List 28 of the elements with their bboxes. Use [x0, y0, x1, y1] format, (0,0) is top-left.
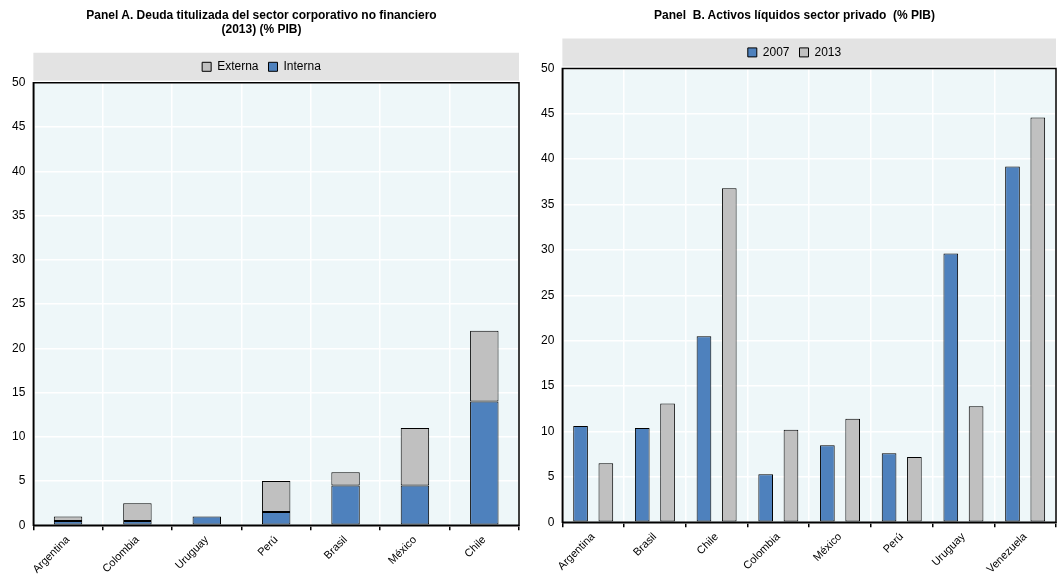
y-tick-label: 0 [18, 517, 26, 532]
y-tick-label: 30 [11, 252, 26, 267]
legend-label: Interna [283, 59, 322, 74]
y-tick-label: 5 [18, 473, 26, 488]
y-tick-label: 45 [11, 119, 26, 134]
y-tick-label: 10 [11, 429, 26, 444]
chart-title: Panel B. Activos líquidos sector privado (% PIB) [654, 7, 935, 22]
chart-title: Panel A. Deuda titulizada del sector corporativo no financiero (2013) (% PIB) [86, 7, 437, 36]
legend-label: 2007 [762, 44, 790, 59]
y-tick-label: 50 [11, 75, 26, 90]
y-tick-label: 5 [547, 469, 555, 484]
y-tick-label: 50 [540, 60, 555, 75]
y-tick-label: 45 [540, 106, 555, 121]
y-tick-label: 35 [11, 207, 26, 222]
y-tick-label: 20 [11, 340, 26, 355]
y-tick-label: 15 [540, 378, 555, 393]
y-tick-label: 0 [547, 514, 555, 529]
legend-label: Externa [217, 59, 259, 74]
y-tick-label: 15 [11, 384, 26, 399]
y-tick-label: 25 [540, 287, 555, 302]
legend-label: 2013 [814, 44, 842, 59]
y-tick-label: 40 [11, 163, 26, 178]
y-tick-label: 30 [540, 242, 555, 257]
y-tick-label: 35 [540, 196, 555, 211]
y-tick-label: 25 [11, 296, 26, 311]
y-tick-label: 20 [540, 333, 555, 348]
y-tick-label: 10 [540, 423, 555, 438]
y-tick-label: 40 [540, 151, 555, 166]
